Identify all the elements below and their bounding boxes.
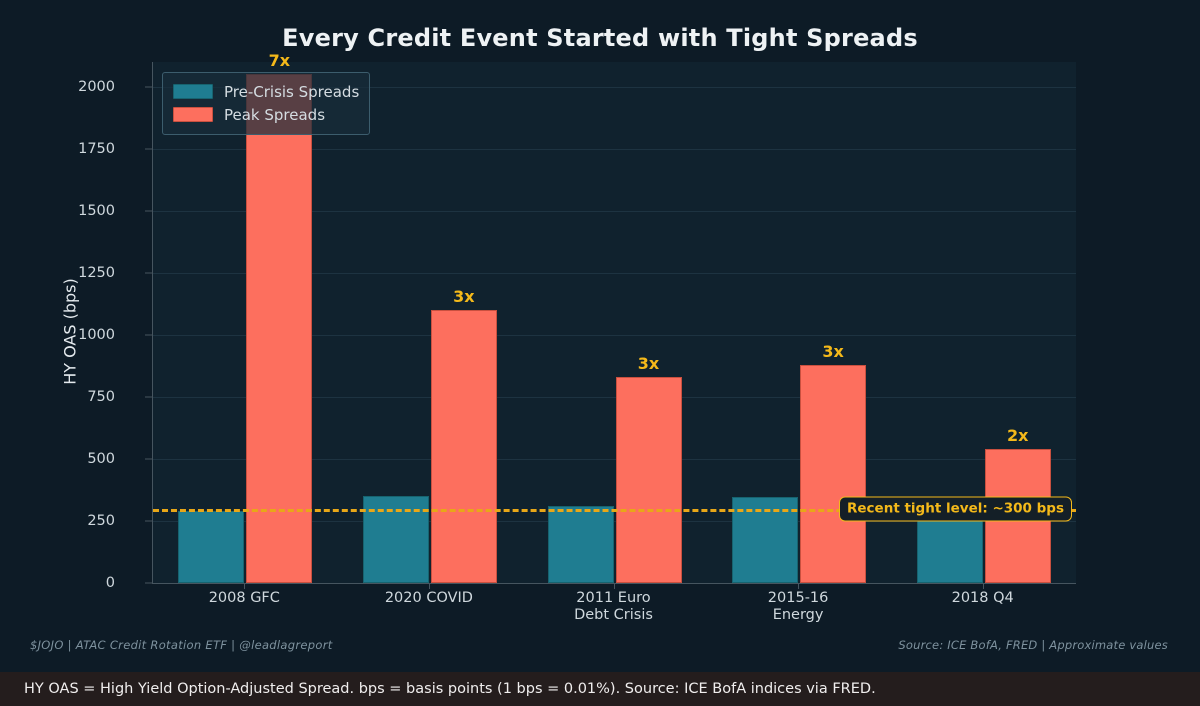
caption-bar: HY OAS = High Yield Option-Adjusted Spre… <box>0 672 1200 706</box>
legend-swatch-icon-pre-crisis <box>173 84 213 99</box>
gridline <box>153 272 1076 274</box>
bar-peak <box>246 74 313 583</box>
gridline <box>153 458 1076 460</box>
x-axis-tick-mark <box>244 584 246 589</box>
x-axis-tick-label-line: 2018 Q4 <box>951 590 1014 606</box>
x-axis-tick-label-line: Debt Crisis <box>574 606 653 623</box>
caption-text: HY OAS = High Yield Option-Adjusted Spre… <box>24 681 876 697</box>
x-axis-tick-label: 2011 Euro Debt Crisis <box>529 590 699 623</box>
bar-pre-crisis <box>732 497 799 583</box>
legend-label-peak: Peak Spreads <box>224 105 326 124</box>
y-axis-tick-label: 500 <box>87 450 115 467</box>
x-axis-tick-label-line: 2020 COVID <box>384 590 473 606</box>
bar-multiplier-label: 3x <box>453 287 475 307</box>
x-axis-tick-mark <box>982 584 984 589</box>
y-axis-tick-mark <box>145 396 152 398</box>
y-axis-tick-label: 1750 <box>78 140 115 157</box>
chart-legend[interactable]: Pre-Crisis Spreads Peak Spreads <box>162 72 371 135</box>
y-axis-tick-label: 1250 <box>78 264 115 281</box>
y-axis-tick-mark <box>145 148 152 150</box>
chart-figure: Every Credit Event Started with Tight Sp… <box>30 24 1168 652</box>
y-axis-tick-mark <box>145 334 152 336</box>
gridline <box>153 86 1076 88</box>
bar-pre-crisis <box>178 511 245 583</box>
y-axis-tick-label: 2000 <box>78 78 115 95</box>
x-axis-tick-label-line: 2008 GFC <box>208 590 280 606</box>
bar-multiplier-label: 3x <box>822 341 844 361</box>
y-axis-tick-label: 1500 <box>78 202 115 219</box>
x-axis-tick-label-line: 2011 Euro <box>576 590 651 606</box>
legend-label-pre-crisis: Pre-Crisis Spreads <box>224 82 360 101</box>
gridline <box>153 520 1076 522</box>
x-axis-tick-label: 2008 GFC <box>159 590 329 607</box>
gridline <box>153 210 1076 212</box>
bar-peak <box>800 364 867 583</box>
bar-multiplier-label: 7x <box>268 51 291 71</box>
x-axis-tick-label-line: Energy <box>772 606 824 623</box>
y-axis-tick-mark <box>145 458 152 460</box>
y-axis-tick-mark <box>145 210 152 212</box>
bar-multiplier-label: 3x <box>637 354 660 374</box>
bar-peak <box>430 310 497 583</box>
legend-item-peak[interactable]: Peak Spreads <box>173 103 359 126</box>
legend-item-pre-crisis[interactable]: Pre-Crisis Spreads <box>173 80 359 103</box>
footer-attribution: $JOJO | ATAC Credit Rotation ETF | @lead… <box>30 638 333 652</box>
bars-layer: 7x 3x 3x 3x 2x <box>153 51 1076 583</box>
bar-peak <box>615 377 682 583</box>
x-axis-tick-mark <box>428 584 430 589</box>
chart-title: Every Credit Event Started with Tight Sp… <box>282 24 918 52</box>
grid-layer <box>153 62 1076 583</box>
y-axis-tick-label: 250 <box>87 512 115 529</box>
y-axis-tick-label: 0 <box>105 575 115 591</box>
x-axis-tick-label: 2015-16 Energy <box>713 590 883 623</box>
bar-multiplier-label: 2x <box>1006 426 1029 446</box>
y-axis-tick-mark <box>145 582 152 584</box>
bar-pre-crisis <box>547 506 614 583</box>
plot-area: 7x 3x 3x 3x 2x Recent tight level: ~300 bps <box>152 51 1076 584</box>
threshold-annotation-label: Recent tight level: ~300 bps <box>839 496 1073 522</box>
gridline <box>153 334 1076 336</box>
legend-swatch-icon-peak <box>173 107 213 122</box>
y-axis-tick-mark <box>145 86 152 88</box>
x-axis-tick-label: 2018 Q4 <box>898 590 1068 607</box>
threshold-layer: Recent tight level: ~300 bps <box>153 62 1076 583</box>
x-axis-tick-mark <box>613 584 615 589</box>
y-axis-tick-mark <box>145 520 152 522</box>
footer-source: Source: ICE BofA, FRED | Approximate val… <box>898 638 1168 652</box>
y-axis-tick-label: 750 <box>87 388 115 405</box>
x-axis-tick-label: 2020 COVID <box>344 590 514 607</box>
threshold-line <box>153 508 1076 512</box>
gridline <box>153 396 1076 398</box>
x-axis-tick-label-line: 2015-16 <box>767 590 829 606</box>
gridline <box>153 148 1076 150</box>
x-axis-tick-mark <box>798 584 800 589</box>
y-axis-tick-label: 1000 <box>78 326 115 343</box>
y-axis-tick-mark <box>145 272 152 274</box>
